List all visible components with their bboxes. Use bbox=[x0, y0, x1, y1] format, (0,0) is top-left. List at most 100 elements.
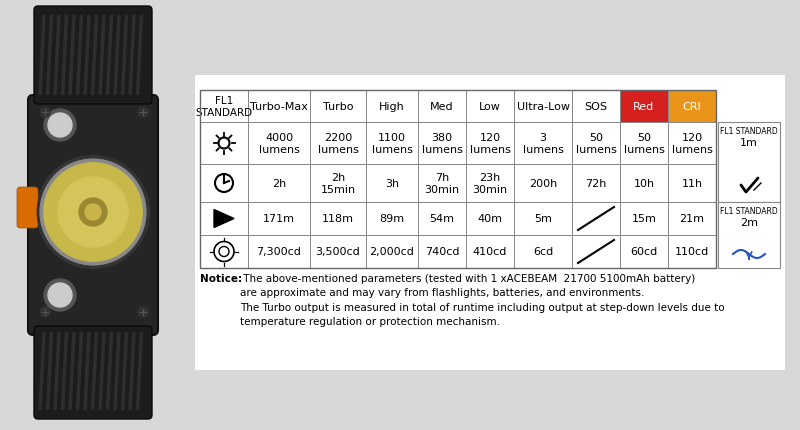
Text: 60cd: 60cd bbox=[630, 247, 658, 257]
Text: Turbo: Turbo bbox=[322, 102, 354, 112]
Bar bbox=[572, 123, 620, 165]
Text: 72h: 72h bbox=[586, 178, 606, 189]
Circle shape bbox=[48, 283, 72, 307]
Bar bbox=[466, 203, 514, 236]
Bar bbox=[466, 236, 514, 268]
Text: 3
lumens: 3 lumens bbox=[522, 133, 563, 155]
Circle shape bbox=[138, 307, 148, 317]
Text: 10h: 10h bbox=[634, 178, 654, 189]
Bar bbox=[514, 165, 572, 203]
Bar bbox=[718, 123, 780, 203]
Bar bbox=[572, 203, 620, 236]
Text: High: High bbox=[379, 102, 405, 112]
Bar bbox=[668, 203, 716, 236]
Text: 21m: 21m bbox=[679, 214, 705, 224]
Bar bbox=[200, 91, 716, 268]
Bar bbox=[620, 165, 668, 203]
Text: 50
lumens: 50 lumens bbox=[623, 133, 665, 155]
Bar bbox=[200, 123, 248, 165]
Bar bbox=[248, 91, 310, 123]
Bar bbox=[310, 91, 366, 123]
Bar bbox=[195, 76, 785, 370]
Bar bbox=[466, 91, 514, 123]
Bar bbox=[248, 123, 310, 165]
Bar bbox=[418, 203, 466, 236]
Bar bbox=[366, 203, 418, 236]
Circle shape bbox=[58, 178, 128, 247]
Text: 4000
lumens: 4000 lumens bbox=[258, 133, 299, 155]
Bar bbox=[310, 165, 366, 203]
Bar bbox=[248, 203, 310, 236]
FancyBboxPatch shape bbox=[34, 7, 152, 105]
Text: FL1 STANDARD: FL1 STANDARD bbox=[720, 207, 778, 216]
Text: SOS: SOS bbox=[585, 102, 607, 112]
Text: FL1
STANDARD: FL1 STANDARD bbox=[195, 96, 253, 117]
Circle shape bbox=[40, 108, 50, 118]
Text: 40m: 40m bbox=[478, 214, 502, 224]
Bar bbox=[200, 165, 248, 203]
Bar bbox=[200, 203, 248, 236]
Bar bbox=[668, 123, 716, 165]
Bar bbox=[418, 91, 466, 123]
Bar bbox=[514, 123, 572, 165]
Text: 740cd: 740cd bbox=[425, 247, 459, 257]
Text: 2h: 2h bbox=[272, 178, 286, 189]
Bar bbox=[466, 123, 514, 165]
Bar bbox=[668, 236, 716, 268]
Circle shape bbox=[44, 280, 76, 311]
Text: 2,000cd: 2,000cd bbox=[370, 247, 414, 257]
Circle shape bbox=[85, 205, 101, 221]
Bar bbox=[620, 123, 668, 165]
Bar bbox=[668, 91, 716, 123]
Bar bbox=[418, 165, 466, 203]
Text: 7,300cd: 7,300cd bbox=[257, 247, 302, 257]
Bar bbox=[620, 203, 668, 236]
Bar bbox=[620, 91, 668, 123]
Circle shape bbox=[40, 307, 50, 317]
Text: Notice:: Notice: bbox=[200, 273, 242, 283]
Bar bbox=[248, 165, 310, 203]
Text: 120
lumens: 120 lumens bbox=[671, 133, 713, 155]
Text: 23h
30min: 23h 30min bbox=[473, 172, 507, 194]
Text: The above-mentioned parameters (tested with 1 xACEBEAM  21700 5100mAh battery)
a: The above-mentioned parameters (tested w… bbox=[240, 273, 725, 326]
Circle shape bbox=[138, 108, 148, 118]
Text: 200h: 200h bbox=[529, 178, 557, 189]
Bar bbox=[310, 203, 366, 236]
Text: 2200
lumens: 2200 lumens bbox=[318, 133, 358, 155]
Bar bbox=[718, 203, 780, 268]
Text: Med: Med bbox=[430, 102, 454, 112]
Bar bbox=[310, 236, 366, 268]
Text: 7h
30min: 7h 30min bbox=[425, 172, 459, 194]
Circle shape bbox=[37, 157, 149, 268]
Text: 50
lumens: 50 lumens bbox=[575, 133, 617, 155]
Text: 2h
15min: 2h 15min bbox=[321, 172, 355, 194]
Circle shape bbox=[41, 161, 145, 264]
Circle shape bbox=[44, 110, 76, 141]
Bar bbox=[572, 91, 620, 123]
FancyBboxPatch shape bbox=[34, 326, 152, 419]
Bar bbox=[248, 236, 310, 268]
Bar bbox=[366, 91, 418, 123]
Text: 171m: 171m bbox=[263, 214, 295, 224]
Bar bbox=[200, 236, 248, 268]
Text: 89m: 89m bbox=[379, 214, 405, 224]
Text: 3,500cd: 3,500cd bbox=[316, 247, 360, 257]
Bar bbox=[514, 203, 572, 236]
Bar bbox=[572, 236, 620, 268]
Bar bbox=[418, 236, 466, 268]
Bar bbox=[668, 165, 716, 203]
Bar bbox=[310, 123, 366, 165]
Bar bbox=[366, 123, 418, 165]
Text: FL1 STANDARD: FL1 STANDARD bbox=[720, 127, 778, 136]
Text: 5m: 5m bbox=[534, 214, 552, 224]
Bar bbox=[514, 91, 572, 123]
FancyBboxPatch shape bbox=[28, 96, 158, 335]
Bar bbox=[366, 236, 418, 268]
Bar bbox=[418, 123, 466, 165]
Text: 1100
lumens: 1100 lumens bbox=[371, 133, 413, 155]
Text: 118m: 118m bbox=[322, 214, 354, 224]
Text: 6cd: 6cd bbox=[533, 247, 553, 257]
Bar bbox=[200, 91, 248, 123]
Text: Low: Low bbox=[479, 102, 501, 112]
Bar bbox=[466, 165, 514, 203]
